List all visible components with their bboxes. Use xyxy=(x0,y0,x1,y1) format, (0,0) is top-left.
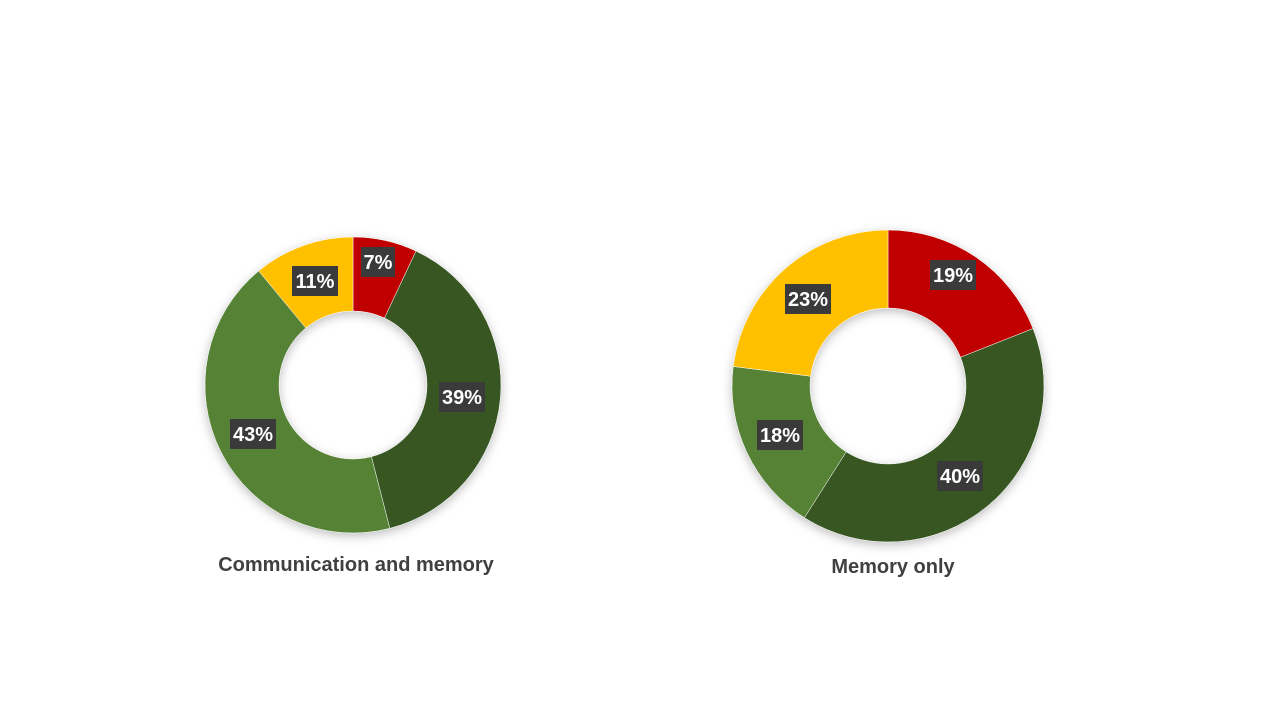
data-label-text: 7% xyxy=(364,252,393,274)
data-label: 43% xyxy=(230,419,276,449)
chart-title-communication-and-memory: Communication and memory xyxy=(218,554,494,576)
data-label-background xyxy=(292,266,338,296)
data-label: 18% xyxy=(757,420,803,450)
data-label-background xyxy=(937,461,983,491)
data-label: 7% xyxy=(361,247,395,277)
data-label-text: 43% xyxy=(233,424,273,446)
data-label: 19% xyxy=(930,260,976,290)
donut-ring xyxy=(731,229,1045,543)
data-label-background xyxy=(439,382,485,412)
data-label: 40% xyxy=(937,461,983,491)
donut-chart-memory-only: 19% 40% 18% 23% xyxy=(731,229,1045,543)
data-label-text: 23% xyxy=(788,289,828,311)
data-label: 23% xyxy=(785,284,831,314)
donut-chart-communication-and-memory: 7% 39% 43% 11% xyxy=(204,236,502,534)
data-label-text: 40% xyxy=(940,466,980,488)
donut-slice xyxy=(371,250,502,529)
data-label-background xyxy=(230,419,276,449)
chart-title-memory-only: Memory only xyxy=(831,556,955,578)
data-label-background xyxy=(361,247,395,277)
data-label-text: 19% xyxy=(933,265,973,287)
data-label-background xyxy=(930,260,976,290)
donut-ring xyxy=(204,236,502,534)
data-label-text: 39% xyxy=(442,387,482,409)
data-label-background xyxy=(757,420,803,450)
data-label-background xyxy=(785,284,831,314)
data-label-text: 18% xyxy=(760,425,800,447)
data-label-text: 11% xyxy=(296,271,335,293)
donut-slice xyxy=(887,229,1034,358)
data-label: 39% xyxy=(439,382,485,412)
donut-slice xyxy=(804,328,1045,543)
data-label: 11% xyxy=(292,266,338,296)
donut-slice xyxy=(204,270,391,534)
